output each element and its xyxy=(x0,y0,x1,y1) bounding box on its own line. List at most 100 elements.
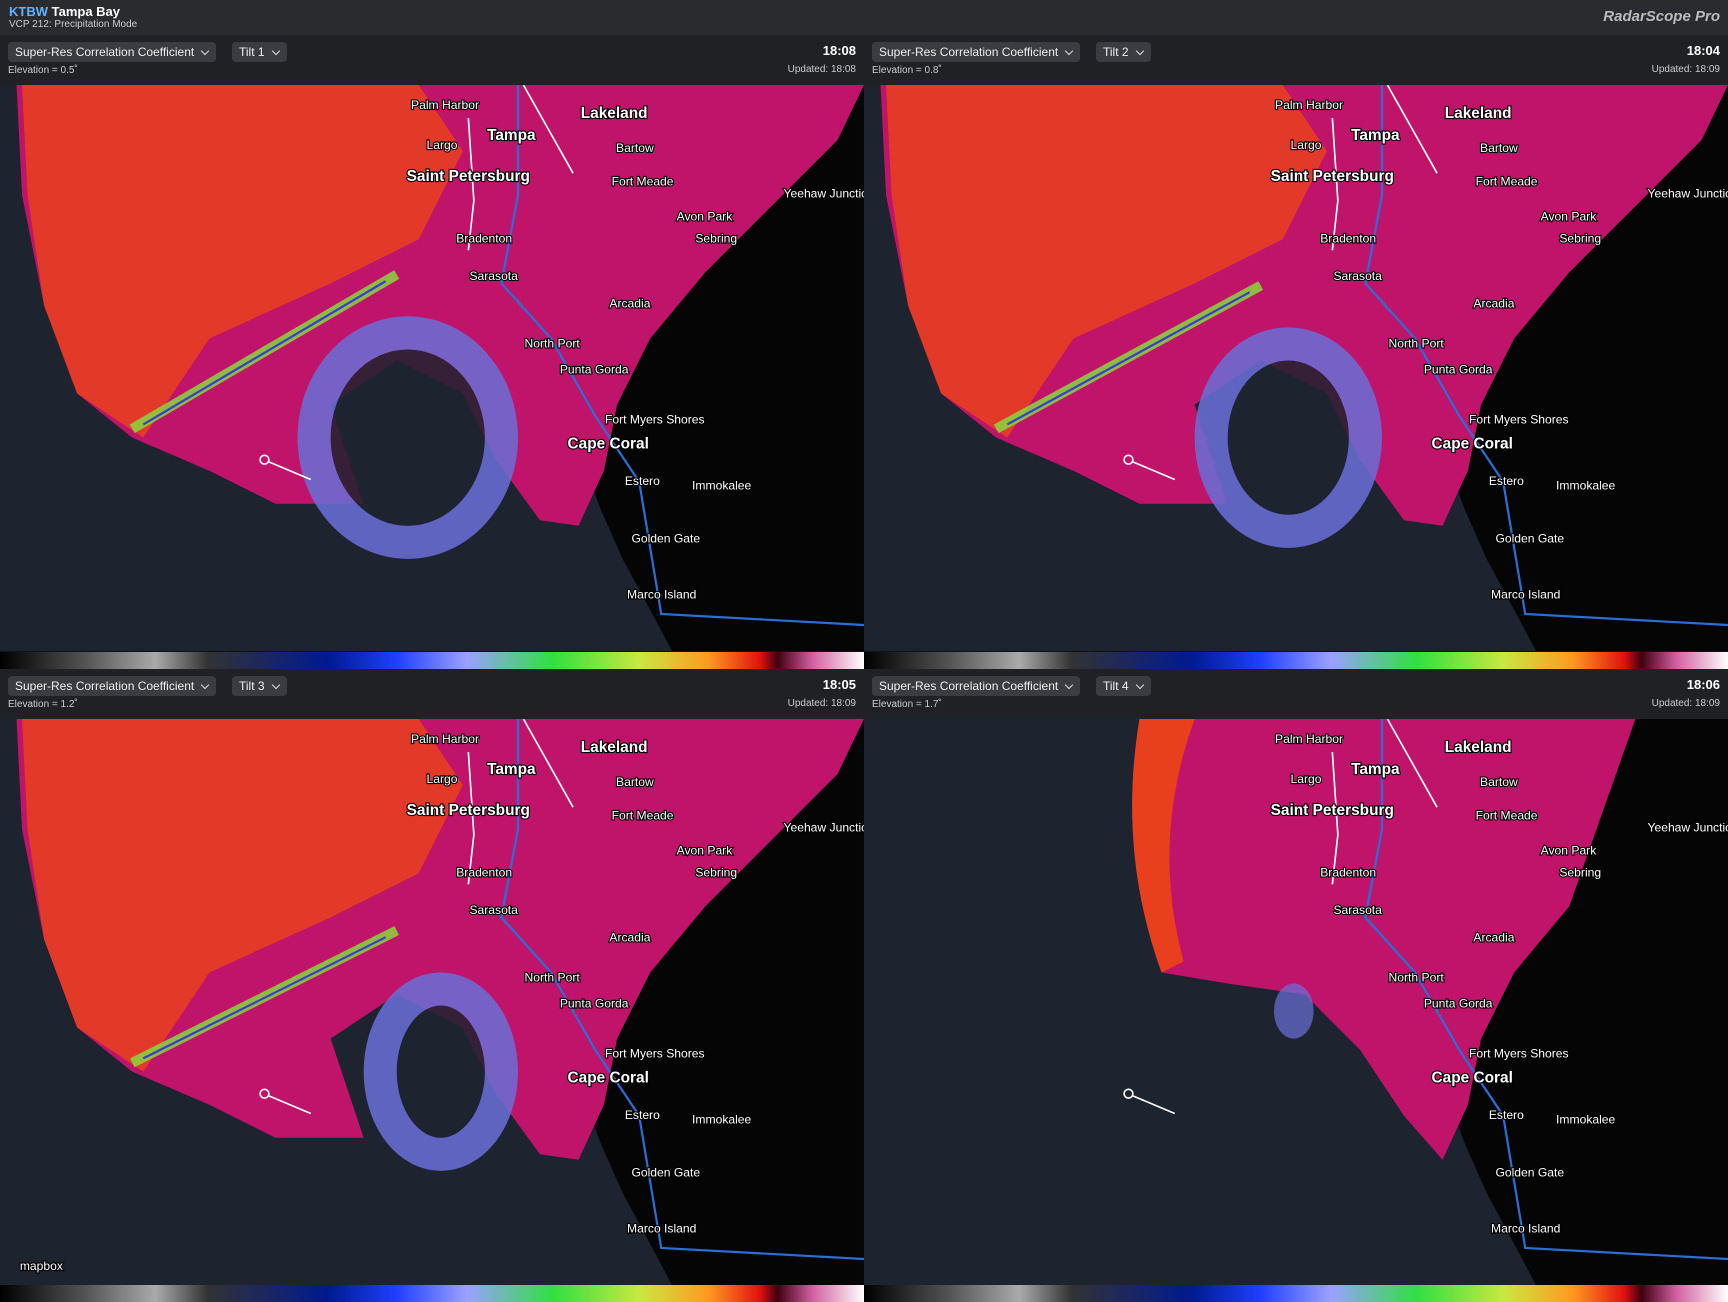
city-label: Lakeland xyxy=(1445,105,1512,122)
wind-barb xyxy=(1132,1095,1176,1115)
station-id: KTBW xyxy=(9,4,48,19)
city-label: North Port xyxy=(1389,970,1445,984)
tilt-dropdown[interactable]: Tilt 1 xyxy=(232,42,287,62)
city-label: Yeehaw Junction xyxy=(1648,820,1728,834)
radar-map[interactable]: Palm Harbor Tampa Largo Saint Petersburg Lak… xyxy=(0,85,864,651)
city-label: Saint Petersburg xyxy=(407,802,530,819)
scan-time: 18:06 xyxy=(1686,677,1720,692)
highway xyxy=(500,85,864,627)
color-scale xyxy=(0,1285,864,1302)
product-dropdown[interactable]: Super-Res Correlation Coefficient xyxy=(872,42,1081,62)
city-label: Cape Coral xyxy=(1432,436,1513,453)
city-label: Fort Myers Shores xyxy=(605,1046,705,1060)
city-label: Bradenton xyxy=(1320,232,1376,246)
radar-panel: Super-Res Correlation Coefficient Tilt 4 1… xyxy=(864,669,1728,1302)
low-cc-ring xyxy=(363,972,518,1171)
road xyxy=(1386,85,1438,174)
city-label: Sarasota xyxy=(469,903,518,917)
city-label: Bradenton xyxy=(456,232,512,246)
highway xyxy=(1364,85,1728,627)
city-label: Immokalee xyxy=(692,478,751,492)
city-label: Yeehaw Junction xyxy=(1648,186,1728,200)
city-label: Arcadia xyxy=(1473,297,1514,311)
product-dropdown[interactable]: Super-Res Correlation Coefficient xyxy=(8,676,217,696)
city-label: North Port xyxy=(525,970,581,984)
tilt-dropdown[interactable]: Tilt 4 xyxy=(1096,676,1151,696)
city-label: Largo xyxy=(426,772,457,786)
city-label: Lakeland xyxy=(581,739,648,756)
city-label: Fort Meade xyxy=(612,174,674,188)
city-label: Cape Coral xyxy=(568,436,649,453)
city-label: Bartow xyxy=(1480,141,1518,155)
debris-core xyxy=(1006,291,1251,426)
wind-barb xyxy=(1132,461,1176,481)
attribution: mapbox xyxy=(20,1259,63,1273)
radar-map[interactable]: Palm Harbor Tampa Largo Saint Petersburg Lak… xyxy=(0,719,864,1285)
city-label: North Port xyxy=(525,336,581,350)
scan-time: 18:04 xyxy=(1686,43,1720,58)
city-label: Yeehaw Junction xyxy=(784,186,864,200)
city-label: Estero xyxy=(1489,1108,1524,1122)
city-label: Fort Meade xyxy=(1476,808,1538,822)
low-cc-ring xyxy=(1194,327,1382,548)
city-label: Largo xyxy=(426,138,457,152)
road xyxy=(1386,719,1438,808)
color-scale xyxy=(864,652,1728,669)
radar-site xyxy=(1123,1088,1134,1099)
highway xyxy=(1364,719,1728,1261)
city-label: Sarasota xyxy=(1333,903,1382,917)
map-layer: Palm Harbor Tampa Largo Saint Petersburg Lak… xyxy=(864,719,1728,1285)
city-label: Marco Island xyxy=(1491,588,1560,602)
city-label: Fort Meade xyxy=(612,808,674,822)
debris-core xyxy=(142,936,387,1060)
city-label: Palm Harbor xyxy=(411,732,479,746)
city-label: Marco Island xyxy=(1491,1222,1560,1236)
city-label: Fort Myers Shores xyxy=(1469,412,1569,426)
radar-panel: Super-Res Correlation Coefficient Tilt 1 1… xyxy=(0,35,864,669)
radar-map[interactable]: Palm Harbor Tampa Largo Saint Petersburg Lak… xyxy=(864,85,1728,651)
product-dropdown[interactable]: Super-Res Correlation Coefficient xyxy=(872,676,1081,696)
highway xyxy=(500,719,864,1261)
product-dropdown[interactable]: Super-Res Correlation Coefficient xyxy=(8,42,217,62)
city-label: Saint Petersburg xyxy=(407,168,530,185)
city-label: Punta Gorda xyxy=(560,997,629,1011)
debris-core xyxy=(142,280,387,426)
city-label: Fort Myers Shores xyxy=(1469,1046,1569,1060)
updated-time: Updated: 18:09 xyxy=(1651,698,1720,709)
city-label: Marco Island xyxy=(627,1222,696,1236)
city-label: Cape Coral xyxy=(568,1070,649,1087)
city-label: Golden Gate xyxy=(631,1165,700,1179)
city-label: Avon Park xyxy=(1541,844,1598,858)
city-label: Palm Harbor xyxy=(411,98,479,112)
city-label: Saint Petersburg xyxy=(1271,168,1394,185)
city-label: Lakeland xyxy=(1445,739,1512,756)
city-label: Bartow xyxy=(1480,775,1518,789)
tilt-dropdown[interactable]: Tilt 2 xyxy=(1096,42,1151,62)
city-label: Immokalee xyxy=(1556,478,1615,492)
city-label: Estero xyxy=(625,1108,660,1122)
city-label: Bartow xyxy=(616,141,654,155)
city-label: Saint Petersburg xyxy=(1271,802,1394,819)
city-label: Yeehaw Junction xyxy=(784,820,864,834)
panel-toolbar: Super-Res Correlation Coefficient Tilt 1 1… xyxy=(0,35,864,85)
city-label: Tampa xyxy=(1351,761,1400,778)
panel-toolbar: Super-Res Correlation Coefficient Tilt 3 1… xyxy=(0,669,864,719)
radar-map[interactable]: Palm Harbor Tampa Largo Saint Petersburg Lak… xyxy=(864,719,1728,1285)
radar-echo-low xyxy=(22,85,463,438)
city-label: Estero xyxy=(625,474,660,488)
road xyxy=(467,752,475,885)
tilt-dropdown[interactable]: Tilt 3 xyxy=(232,676,287,696)
vcp-mode: VCP 212: Precipitation Mode xyxy=(9,19,138,30)
city-label: Largo xyxy=(1290,772,1321,786)
road xyxy=(1331,752,1339,885)
low-cc-ring xyxy=(297,316,518,559)
city-label: Sebring xyxy=(1559,232,1601,246)
city-label: Golden Gate xyxy=(1495,531,1564,545)
city-label: Lakeland xyxy=(581,105,648,122)
city-label: Punta Gorda xyxy=(1424,997,1493,1011)
city-label: Tampa xyxy=(1351,127,1400,144)
road xyxy=(522,85,574,174)
city-label: Avon Park xyxy=(1541,210,1598,224)
radar-site xyxy=(1123,454,1134,465)
city-label: Palm Harbor xyxy=(1275,98,1343,112)
